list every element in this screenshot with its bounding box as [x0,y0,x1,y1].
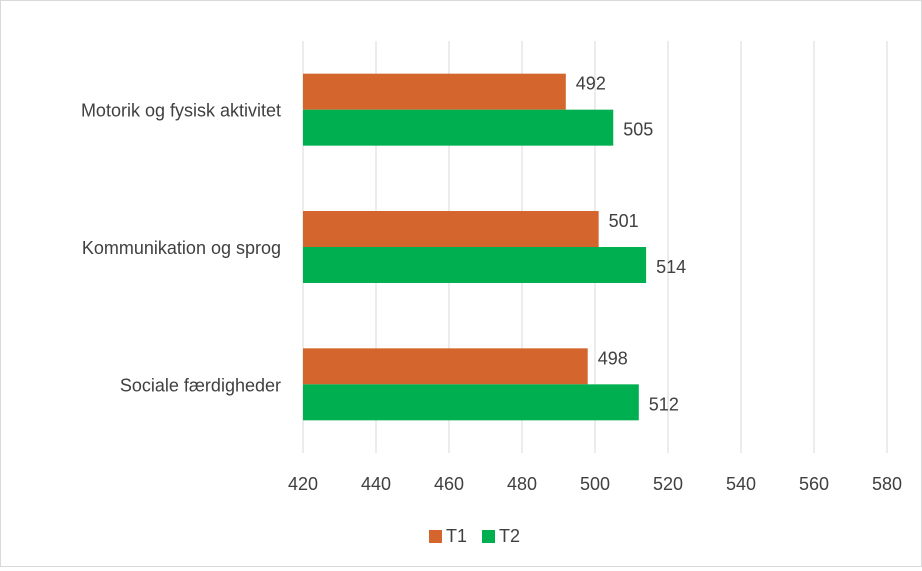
x-tick-label: 420 [288,474,318,494]
bar-t1 [303,348,588,385]
x-tick-label: 480 [507,474,537,494]
data-label: 505 [623,120,653,140]
x-tick-label: 580 [872,474,902,494]
data-label: 501 [609,211,639,231]
x-tick-label: 540 [726,474,756,494]
data-label: 512 [649,394,679,414]
x-tick-label: 560 [799,474,829,494]
category-label: Motorik og fysisk aktivitet [81,101,281,121]
legend-swatch-t2 [482,530,495,543]
x-tick-label: 520 [653,474,683,494]
bar-t2 [303,384,639,421]
legend-label-t2: T2 [499,526,520,546]
legend-label-t1: T1 [446,526,467,546]
bar-t1 [303,211,599,247]
bar-t2 [303,247,647,283]
category-label: Sociale færdigheder [120,375,281,395]
bar-t2 [303,109,614,146]
category-label: Kommunikation og sprog [82,238,281,258]
data-label: 498 [598,348,628,368]
data-label: 514 [656,257,686,277]
data-label: 492 [576,74,606,94]
bar-t1 [303,73,566,110]
legend-swatch-t1 [429,530,442,543]
x-tick-label: 440 [361,474,391,494]
x-tick-label: 500 [580,474,610,494]
x-tick-label: 460 [434,474,464,494]
